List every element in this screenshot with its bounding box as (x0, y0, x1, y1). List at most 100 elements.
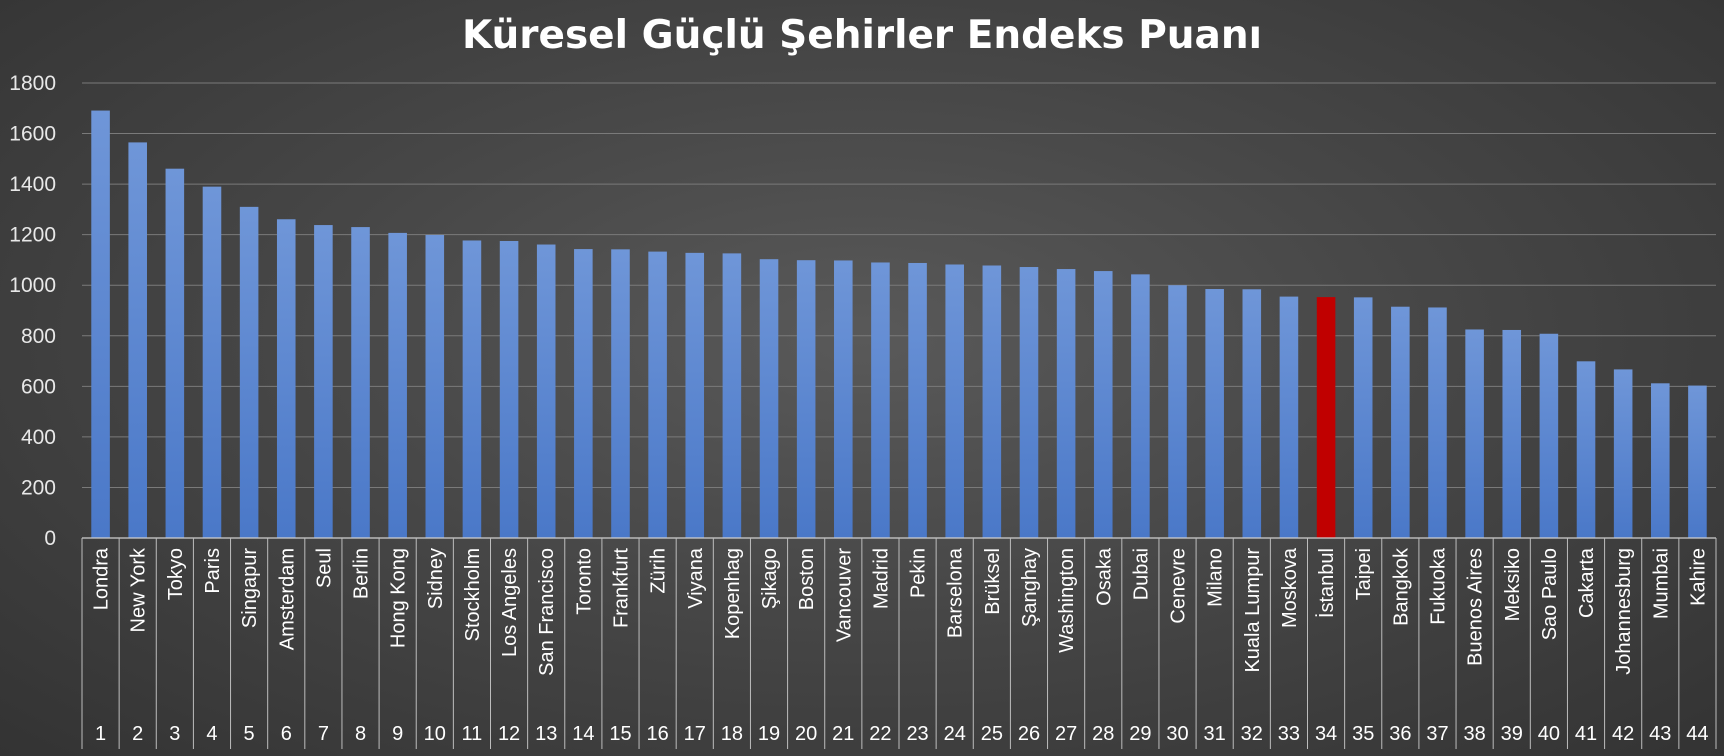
category-label: Berlin (351, 548, 373, 599)
rank-label: 24 (944, 723, 966, 745)
rank-label: 44 (1686, 723, 1708, 745)
category-label: Amsterdam (276, 548, 298, 650)
bar (1651, 383, 1670, 538)
bar (351, 227, 370, 539)
bar (1688, 385, 1707, 538)
bar (1056, 269, 1076, 538)
rank-label: 31 (1204, 723, 1226, 745)
category-label: Kuala Lumpur (1242, 548, 1264, 673)
rank-label: 15 (609, 723, 631, 745)
rank-label: 17 (684, 723, 706, 745)
rank-label: 8 (355, 723, 366, 745)
bar (1168, 285, 1187, 538)
rank-label: 23 (906, 723, 928, 745)
category-label: Brüksel (982, 548, 1004, 615)
y-tick-label: 400 (21, 426, 56, 449)
category-label: New York (128, 547, 150, 632)
rank-label: 20 (795, 723, 817, 745)
bar (685, 252, 705, 538)
category-label: Seul (313, 548, 335, 588)
rank-label: 9 (392, 723, 403, 745)
rank-label: 3 (169, 723, 180, 745)
y-tick-label: 1800 (9, 72, 56, 95)
bar (871, 262, 890, 538)
rank-labels: 1 2 3 4 5 6 7 8 9 10 11 12 13 14 15 16 17 18 19 20 21 22 23 24 2… (95, 723, 1709, 745)
bar (1613, 369, 1633, 538)
y-tick-label: 0 (44, 527, 56, 550)
category-label: Paris (202, 548, 224, 594)
rank-label: 19 (758, 723, 780, 745)
rank-label: 26 (1018, 723, 1040, 745)
y-tick-label: 200 (21, 476, 56, 499)
bar (611, 249, 630, 539)
category-label: Los Angeles (499, 548, 521, 657)
category-label: Johannesburg (1613, 548, 1635, 675)
rank-label: 42 (1612, 723, 1634, 745)
category-label: Tokyo (165, 548, 187, 600)
rank-label: 39 (1501, 723, 1523, 745)
category-label: Hong Kong (388, 548, 410, 648)
category-label: Sidney (425, 548, 447, 609)
rank-label: 7 (318, 723, 329, 745)
category-label: Buenos Aires (1465, 548, 1487, 666)
rank-label: 18 (721, 723, 743, 745)
bar (276, 219, 296, 538)
bar (165, 168, 185, 539)
y-tick-label: 1600 (9, 123, 56, 146)
bar (1131, 274, 1150, 538)
category-label: Şanghay (1019, 548, 1041, 627)
bar (239, 206, 259, 538)
category-label: Sao Paulo (1539, 548, 1561, 640)
bar (1279, 296, 1299, 538)
rank-label: 12 (498, 723, 520, 745)
bar (128, 142, 147, 538)
bar (1576, 361, 1596, 538)
bar (982, 265, 1002, 538)
bar (1019, 267, 1039, 538)
category-label: Şikago (759, 548, 781, 609)
rank-label: 13 (535, 723, 557, 745)
bar (314, 225, 333, 539)
rank-label: 32 (1241, 723, 1263, 745)
y-tick-label: 600 (21, 375, 56, 398)
bar (759, 259, 779, 538)
bar (1502, 329, 1522, 538)
category-label: Zürih (648, 548, 670, 594)
category-label: Mumbai (1650, 548, 1672, 619)
category-label: San Francisco (536, 548, 558, 676)
bar (1428, 307, 1447, 538)
rank-label: 1 (95, 723, 106, 745)
bar (388, 232, 407, 538)
rank-label: 22 (869, 723, 891, 745)
bar (1316, 297, 1336, 538)
rank-label: 37 (1426, 723, 1448, 745)
category-label: Barselona (945, 547, 967, 638)
rank-label: 33 (1278, 723, 1300, 745)
bar (796, 260, 816, 538)
category-label: Kahire (1687, 548, 1709, 606)
bar (536, 244, 556, 538)
category-label: Boston (796, 548, 818, 610)
bar (202, 186, 222, 538)
rank-label: 38 (1463, 723, 1485, 745)
bar (91, 110, 110, 538)
category-label: Milano (1205, 548, 1227, 607)
bar (574, 249, 593, 538)
y-tick-label: 1200 (9, 224, 56, 247)
category-labels: Londra New York Tokyo Paris Singapur Amsterda… (91, 547, 1710, 676)
category-label: Cakarta (1576, 547, 1598, 618)
category-label: Viyana (685, 547, 707, 609)
category-label: Toronto (573, 548, 595, 615)
category-label: Taipei (1353, 548, 1375, 600)
bar (945, 264, 964, 538)
rank-label: 30 (1166, 723, 1188, 745)
bar (462, 240, 482, 538)
bar (1205, 289, 1224, 538)
rank-label: 41 (1575, 723, 1597, 745)
category-label: Moskova (1279, 547, 1301, 628)
rank-label: 43 (1649, 723, 1671, 745)
chart-title: Küresel Güçlü Şehirler Endeks Puanı (462, 13, 1262, 58)
category-label: Fukuoka (1427, 547, 1449, 625)
category-label: Pekin (908, 548, 930, 598)
